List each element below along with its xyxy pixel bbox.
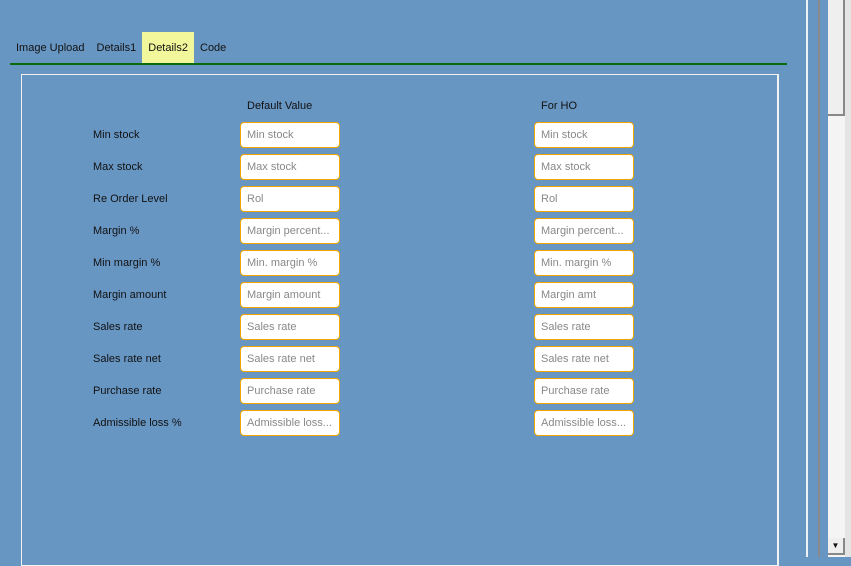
tab-image-upload[interactable]: Image Upload [16, 42, 85, 54]
re-order-level-ho-input[interactable]: Rol [534, 186, 634, 212]
sales-rate-net-ho-input[interactable]: Sales rate net [534, 346, 634, 372]
admissible-loss-ho-input[interactable]: Admissible loss... [534, 410, 634, 436]
margin-default-input[interactable]: Margin percent... [240, 218, 340, 244]
column-header-default-value: Default Value [247, 100, 313, 112]
margin-amount-default-input[interactable]: Margin amount [240, 282, 340, 308]
scrollbar-thumb[interactable] [828, 0, 845, 116]
tab-code[interactable]: Code [200, 42, 227, 54]
label-purchase-rate: Purchase rate [93, 385, 162, 397]
label-max-stock: Max stock [93, 161, 143, 173]
divider [818, 0, 820, 557]
sales-rate-default-input[interactable]: Sales rate [240, 314, 340, 340]
max-stock-default-input[interactable]: Max stock [240, 154, 340, 180]
min-margin-ho-input[interactable]: Min. margin % [534, 250, 634, 276]
min-stock-default-input[interactable]: Min stock [240, 122, 340, 148]
label-min-stock: Min stock [93, 129, 140, 141]
margin-amount-ho-input[interactable]: Margin amt [534, 282, 634, 308]
max-stock-ho-input[interactable]: Max stock [534, 154, 634, 180]
label-re-order-level: Re Order Level [93, 193, 168, 205]
purchase-rate-ho-input[interactable]: Purchase rate [534, 378, 634, 404]
column-header-for-ho: For HO [541, 100, 578, 112]
label-admissible-loss: Admissible loss % [93, 417, 182, 429]
purchase-rate-default-input[interactable]: Purchase rate [240, 378, 340, 404]
min-margin-default-input[interactable]: Min. margin % [240, 250, 340, 276]
re-order-level-default-input[interactable]: Rol [240, 186, 340, 212]
window-edge [845, 0, 851, 557]
vertical-scrollbar[interactable]: ▼ [828, 0, 845, 557]
min-stock-ho-input[interactable]: Min stock [534, 122, 634, 148]
divider [806, 0, 808, 557]
label-sales-rate: Sales rate [93, 321, 143, 333]
arrow-down-icon[interactable]: ▼ [828, 538, 845, 555]
tab-bar: Image Upload Details1 Details2 Code [10, 32, 232, 64]
sales-rate-net-default-input[interactable]: Sales rate net [240, 346, 340, 372]
label-min-margin: Min margin % [93, 257, 161, 269]
sales-rate-ho-input[interactable]: Sales rate [534, 314, 634, 340]
tab-underline [10, 63, 787, 65]
label-margin-amount: Margin amount [93, 289, 167, 301]
admissible-loss-default-input[interactable]: Admissible loss... [240, 410, 340, 436]
details2-panel [21, 74, 779, 566]
tab-details1[interactable]: Details1 [96, 42, 137, 54]
label-sales-rate-net: Sales rate net [93, 353, 161, 365]
label-margin: Margin % [93, 225, 140, 237]
margin-ho-input[interactable]: Margin percent... [534, 218, 634, 244]
tab-details2[interactable]: Details2 [142, 32, 194, 64]
